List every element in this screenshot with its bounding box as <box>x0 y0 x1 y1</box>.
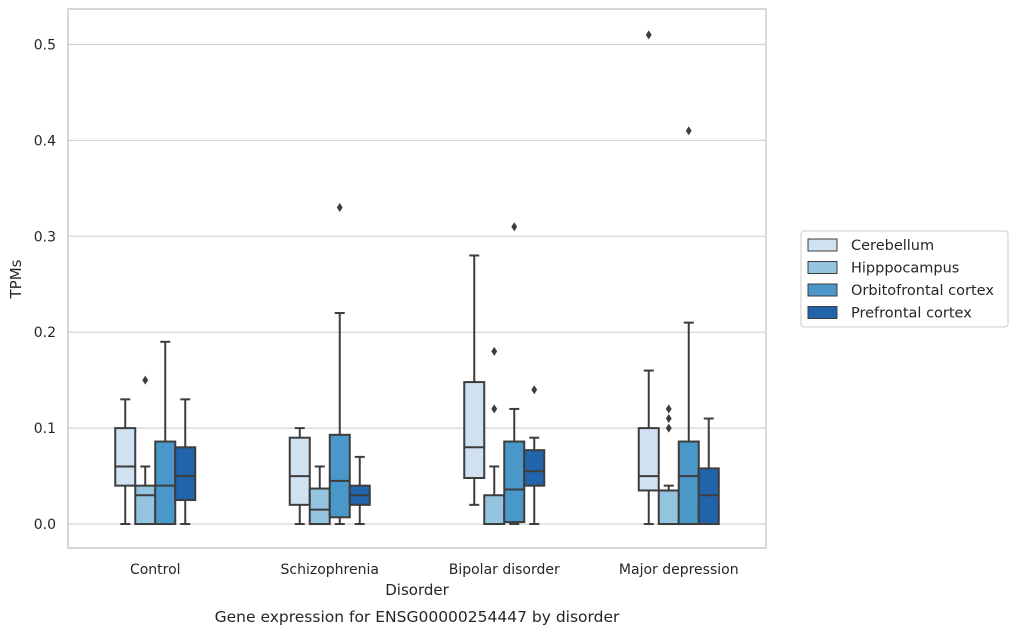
box-plot <box>697 417 720 526</box>
outlier-point <box>685 126 692 136</box>
box-iqr <box>463 381 486 479</box>
y-tick-label: 0.2 <box>34 325 56 341</box>
outlier-point <box>665 404 672 414</box>
box-plot <box>523 385 546 526</box>
x-tick-label: Schizophrenia <box>281 562 379 578</box>
box-iqr <box>154 440 177 526</box>
series-group <box>134 346 680 526</box>
box-plot <box>637 30 660 526</box>
outlier-point <box>665 423 672 433</box>
box-plot <box>483 346 506 526</box>
y-tick-label: 0.0 <box>34 517 56 533</box>
box-plot <box>308 465 331 526</box>
legend-swatch <box>807 238 838 252</box>
outlier-point <box>491 346 498 356</box>
legend-item: Hipppocampus <box>807 261 959 277</box>
legend-swatch <box>807 283 838 297</box>
box-plot <box>657 404 680 526</box>
series-group <box>154 126 700 526</box>
outlier-point <box>531 385 538 395</box>
legend-swatch <box>807 261 838 274</box>
series-group <box>174 385 720 526</box>
box-iqr <box>174 446 197 502</box>
series-group <box>114 30 660 526</box>
box-plot <box>154 340 177 526</box>
legend-item: Prefrontal cortex <box>807 306 972 322</box>
box-iqr <box>483 494 506 526</box>
box-iqr <box>328 433 351 519</box>
box-plot <box>174 398 197 526</box>
y-tick-label: 0.3 <box>34 229 56 245</box>
outlier-point <box>511 222 518 232</box>
x-axis-label: Disorder <box>385 581 449 599</box>
legend-item: Orbitofrontal cortex <box>807 283 994 299</box>
legend-swatch <box>807 306 838 319</box>
box-iqr <box>288 436 311 506</box>
outlier-point <box>645 30 652 40</box>
legend-label: Hipppocampus <box>851 261 959 277</box>
legend-label: Cerebellum <box>851 238 934 254</box>
box-iqr <box>503 440 526 524</box>
box-iqr <box>114 427 137 487</box>
x-tick-label: Control <box>130 562 181 578</box>
plot-frame <box>67 8 767 549</box>
outlier-point <box>491 404 498 414</box>
box-iqr <box>677 440 700 526</box>
legend-items: Cerebellum Hipppocampus Orbitofrontal cort… <box>807 238 994 322</box>
legend-frame <box>800 230 1009 328</box>
outlier-point <box>665 414 672 424</box>
legend-item: Cerebellum <box>807 238 934 254</box>
legend-label: Prefrontal cortex <box>851 306 972 322</box>
y-tick-label: 0.1 <box>34 421 56 437</box>
chart-caption: Gene expression for ENSG00000254447 by d… <box>215 608 620 626</box>
x-tick-label: Major depression <box>619 562 739 578</box>
outlier-point <box>142 375 149 385</box>
box-plot <box>328 203 351 526</box>
box-plot <box>463 254 486 506</box>
box-iqr <box>308 487 331 526</box>
y-tick-labels: 0.0 0.1 0.2 0.3 0.4 0.5 <box>34 37 56 533</box>
box-iqr <box>637 427 660 492</box>
y-tick-label: 0.4 <box>34 133 56 149</box>
box-iqr <box>523 449 546 487</box>
box-plot <box>677 126 700 526</box>
x-tick-labels: Control Schizophrenia Bipolar disorder Majo… <box>130 562 739 578</box>
box-iqr <box>657 489 680 526</box>
box-groups <box>114 30 720 526</box>
box-plot <box>348 455 371 526</box>
box-plot <box>114 398 137 526</box>
y-axis-label: TPMs <box>7 259 25 299</box>
legend-label: Orbitofrontal cortex <box>851 283 994 299</box>
box-iqr <box>134 484 157 526</box>
y-tick-label: 0.5 <box>34 37 56 53</box>
outlier-point <box>336 203 343 213</box>
x-tick-label: Bipolar disorder <box>449 562 560 578</box>
box-plot <box>503 222 526 526</box>
box-plot <box>288 427 311 526</box>
legend: Cerebellum Hipppocampus Orbitofrontal cort… <box>800 230 1009 328</box>
